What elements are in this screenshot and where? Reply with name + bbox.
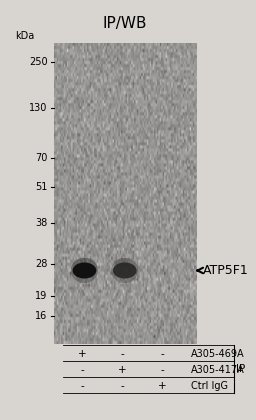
Text: 130: 130 [29, 103, 48, 113]
Text: -: - [80, 381, 84, 391]
Text: IP/WB: IP/WB [102, 16, 147, 31]
Text: 70: 70 [35, 153, 48, 163]
Text: 250: 250 [29, 57, 48, 67]
Ellipse shape [71, 258, 98, 283]
Text: 38: 38 [35, 218, 48, 228]
Text: 19: 19 [35, 291, 48, 301]
Ellipse shape [113, 262, 137, 278]
Text: -: - [121, 349, 124, 359]
Bar [54, 43, 196, 344]
Text: 51: 51 [35, 182, 48, 192]
Text: +: + [78, 349, 86, 359]
Text: -: - [80, 365, 84, 375]
Ellipse shape [111, 258, 138, 283]
Text: A305-417A: A305-417A [191, 365, 245, 375]
Text: ATP5F1: ATP5F1 [203, 264, 249, 277]
Text: 28: 28 [35, 259, 48, 269]
Text: IP: IP [236, 364, 246, 374]
Text: 16: 16 [35, 311, 48, 321]
Text: A305-469A: A305-469A [191, 349, 245, 359]
Text: +: + [158, 381, 167, 391]
Ellipse shape [114, 258, 135, 267]
Text: -: - [161, 365, 165, 375]
Text: -: - [121, 381, 124, 391]
Text: -: - [161, 349, 165, 359]
Text: +: + [118, 365, 127, 375]
Ellipse shape [74, 258, 95, 267]
Text: kDa: kDa [16, 31, 35, 41]
Text: Ctrl IgG: Ctrl IgG [191, 381, 228, 391]
Ellipse shape [72, 262, 96, 278]
